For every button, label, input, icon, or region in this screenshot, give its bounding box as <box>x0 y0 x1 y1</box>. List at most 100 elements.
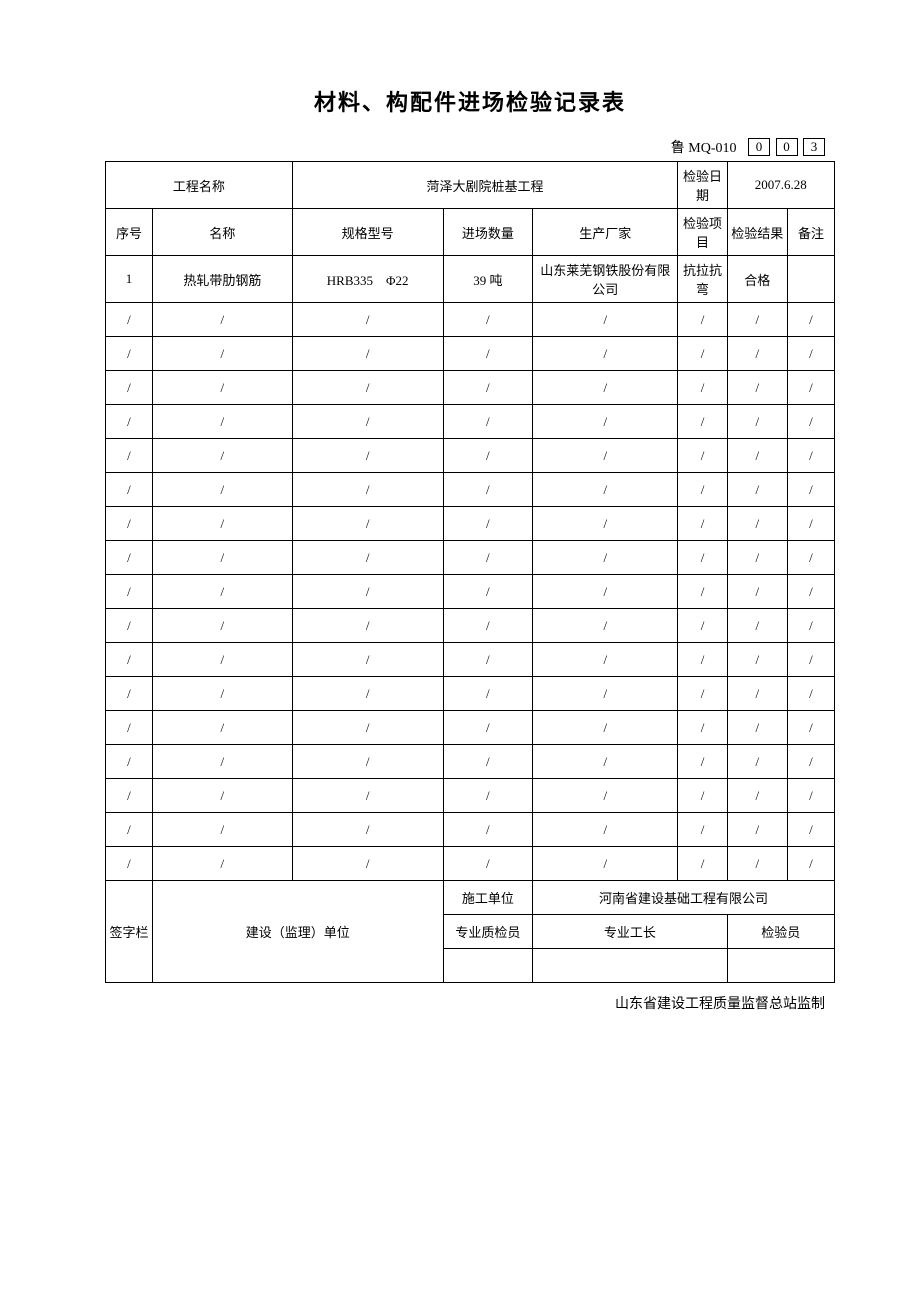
cell-empty: / <box>443 337 532 371</box>
foreman-sign-cell <box>533 949 728 983</box>
cell-empty: / <box>292 711 443 745</box>
cell-empty: / <box>152 813 292 847</box>
cell-empty: / <box>292 643 443 677</box>
cell-spec: HRB335 Φ22 <box>292 256 443 303</box>
col-mfr: 生产厂家 <box>533 209 678 256</box>
cell-empty: / <box>152 541 292 575</box>
cell-empty: / <box>678 745 727 779</box>
cell-empty: / <box>106 677 153 711</box>
cell-empty: / <box>152 711 292 745</box>
cell-empty: / <box>152 507 292 541</box>
cell-empty: / <box>678 473 727 507</box>
cell-empty: / <box>533 643 678 677</box>
cell-mfr: 山东莱芜钢铁股份有限公司 <box>533 256 678 303</box>
cell-empty: / <box>152 847 292 881</box>
cell-empty: / <box>106 745 153 779</box>
inspection-table: 工程名称 菏泽大剧院桩基工程 检验日期 2007.6.28 序号 名称 规格型号… <box>105 161 835 983</box>
table-row-empty: //////// <box>106 371 835 405</box>
cell-empty: / <box>443 677 532 711</box>
cell-empty: / <box>106 779 153 813</box>
cell-empty: / <box>106 643 153 677</box>
cell-empty: / <box>678 439 727 473</box>
cell-empty: / <box>787 813 834 847</box>
cell-empty: / <box>533 745 678 779</box>
cell-empty: / <box>678 541 727 575</box>
foreman-label: 专业工长 <box>533 915 728 949</box>
cell-empty: / <box>787 337 834 371</box>
cell-empty: / <box>678 677 727 711</box>
form-code-digit-2: 0 <box>776 138 798 156</box>
table-row-empty: //////// <box>106 439 835 473</box>
cell-empty: / <box>533 541 678 575</box>
col-item: 检验项目 <box>678 209 727 256</box>
cell-empty: / <box>533 677 678 711</box>
cell-empty: / <box>152 473 292 507</box>
table-row-empty: //////// <box>106 473 835 507</box>
cell-empty: / <box>152 337 292 371</box>
table-row-empty: //////// <box>106 677 835 711</box>
signature-section-label: 签字栏 <box>106 881 153 983</box>
header-row-project: 工程名称 菏泽大剧院桩基工程 检验日期 2007.6.28 <box>106 162 835 209</box>
cell-empty: / <box>292 439 443 473</box>
cell-empty: / <box>678 813 727 847</box>
cell-empty: / <box>152 677 292 711</box>
form-code-digit-3: 3 <box>803 138 825 156</box>
cell-empty: / <box>727 337 787 371</box>
cell-empty: / <box>533 371 678 405</box>
table-row-empty: //////// <box>106 643 835 677</box>
table-row-empty: //////// <box>106 507 835 541</box>
cell-empty: / <box>106 575 153 609</box>
cell-empty: / <box>787 371 834 405</box>
cell-empty: / <box>443 405 532 439</box>
table-row-empty: //////// <box>106 541 835 575</box>
cell-empty: / <box>106 507 153 541</box>
cell-empty: / <box>787 745 834 779</box>
cell-empty: / <box>443 303 532 337</box>
cell-empty: / <box>292 337 443 371</box>
col-qty: 进场数量 <box>443 209 532 256</box>
project-name-value: 菏泽大剧院桩基工程 <box>292 162 678 209</box>
cell-empty: / <box>443 541 532 575</box>
cell-empty: / <box>533 711 678 745</box>
cell-empty: / <box>727 439 787 473</box>
cell-name: 热轧带肋钢筋 <box>152 256 292 303</box>
cell-empty: / <box>152 609 292 643</box>
cell-empty: / <box>787 405 834 439</box>
table-row-empty: //////// <box>106 609 835 643</box>
signature-row-1: 签字栏建设（监理）单位施工单位河南省建设基础工程有限公司 <box>106 881 835 915</box>
cell-empty: / <box>292 473 443 507</box>
cell-empty: / <box>787 575 834 609</box>
inspect-date-label: 检验日期 <box>678 162 727 209</box>
form-code-label: 鲁 MQ-010 <box>671 141 737 156</box>
cell-empty: / <box>443 643 532 677</box>
table-row-empty: //////// <box>106 711 835 745</box>
cell-empty: / <box>727 575 787 609</box>
cell-seq: 1 <box>106 256 153 303</box>
cell-empty: / <box>533 303 678 337</box>
cell-empty: / <box>727 609 787 643</box>
cell-empty: / <box>678 405 727 439</box>
cell-empty: / <box>292 303 443 337</box>
footer-note: 山东省建设工程质量监督总站监制 <box>105 993 835 1013</box>
cell-empty: / <box>787 711 834 745</box>
cell-empty: / <box>292 677 443 711</box>
table-row-empty: //////// <box>106 575 835 609</box>
cell-empty: / <box>533 609 678 643</box>
supervisor-label: 建设（监理）单位 <box>152 881 443 983</box>
cell-empty: / <box>443 507 532 541</box>
cell-empty: / <box>533 779 678 813</box>
cell-empty: / <box>106 303 153 337</box>
cell-empty: / <box>443 609 532 643</box>
col-result: 检验结果 <box>727 209 787 256</box>
cell-empty: / <box>678 609 727 643</box>
table-row-empty: //////// <box>106 847 835 881</box>
cell-empty: / <box>787 507 834 541</box>
cell-empty: / <box>443 575 532 609</box>
form-code-digit-1: 0 <box>748 138 770 156</box>
cell-empty: / <box>152 575 292 609</box>
document-title: 材料、构配件进场检验记录表 <box>105 85 835 117</box>
cell-empty: / <box>533 405 678 439</box>
table-row-empty: //////// <box>106 337 835 371</box>
cell-empty: / <box>787 779 834 813</box>
cell-item: 抗拉抗弯 <box>678 256 727 303</box>
